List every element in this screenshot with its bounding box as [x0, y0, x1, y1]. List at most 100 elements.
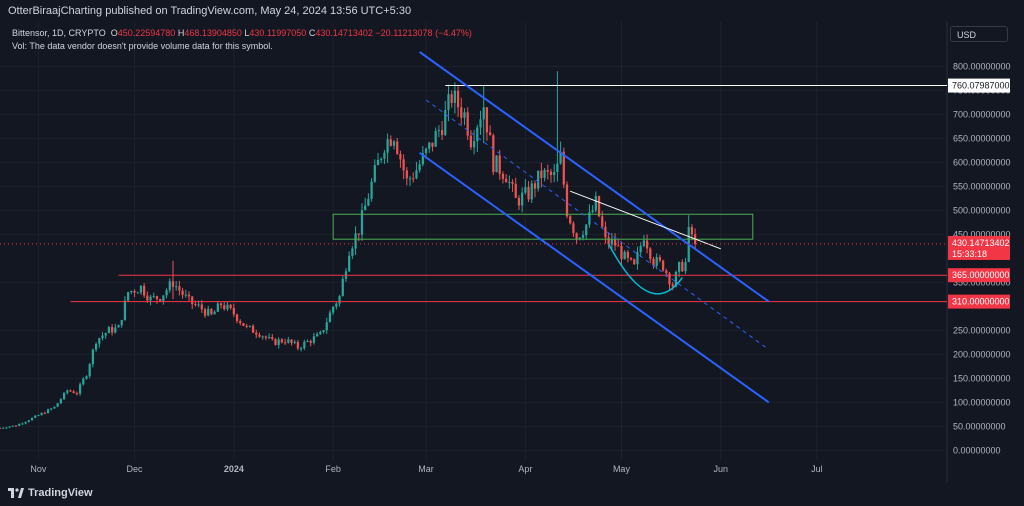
candle-body	[524, 187, 527, 193]
candle-body	[626, 251, 629, 258]
cup-pattern-curve[interactable]	[607, 243, 683, 295]
level-price-label: 310.00000000	[952, 297, 1010, 307]
candle-body	[293, 342, 296, 344]
candle-body	[559, 151, 562, 164]
candle-body	[8, 426, 11, 428]
candle-body	[110, 327, 114, 333]
candle-body	[226, 304, 229, 310]
candle-body	[418, 164, 421, 171]
candle-body	[392, 141, 396, 146]
candle-body	[495, 155, 498, 173]
candle-body	[594, 196, 597, 211]
candle-body	[274, 339, 277, 345]
candle-body	[601, 216, 604, 227]
candle-body	[139, 285, 143, 293]
candle-body	[508, 182, 511, 184]
last-price-tag	[948, 235, 1010, 260]
low-label: L	[244, 28, 250, 38]
candle-body	[351, 248, 354, 256]
candle-body	[652, 258, 655, 266]
candle-body	[43, 412, 46, 414]
candle-body	[402, 159, 405, 171]
candle-body	[553, 172, 556, 176]
candle-body	[681, 261, 684, 272]
candle-body	[219, 303, 223, 306]
candle-body	[56, 403, 59, 407]
candle-body	[690, 227, 694, 235]
candle-body	[40, 412, 43, 416]
candle-body	[485, 107, 489, 133]
channel-upper-line[interactable]	[419, 51, 770, 303]
candle-body	[636, 252, 639, 265]
candle-body	[671, 284, 674, 287]
symbol-label[interactable]: Bittensor, 1D, CRYPTO	[12, 28, 106, 38]
y-tick-label: 800.00000000	[953, 61, 1011, 71]
candle-body	[155, 296, 159, 300]
tradingview-logo[interactable]: TradingView	[8, 487, 93, 499]
candle-body	[316, 333, 319, 337]
candle-body	[581, 235, 585, 238]
candle-body	[21, 423, 24, 425]
candle-body	[232, 307, 235, 315]
resistance-trend-line[interactable]	[570, 190, 721, 250]
candle-body	[2, 427, 5, 429]
support-resistance-zone[interactable]	[332, 213, 754, 240]
candle-body	[431, 142, 434, 147]
candle-body	[469, 135, 473, 148]
candle-body	[322, 330, 325, 333]
candle-body	[120, 319, 123, 326]
candle-body	[537, 170, 540, 189]
candle-body	[239, 321, 242, 324]
candle-body	[165, 290, 168, 296]
y-tick-label: 100.00000000	[953, 397, 1011, 407]
candle-body	[30, 417, 34, 421]
channel-mid-line[interactable]	[425, 99, 770, 351]
candle-body	[187, 294, 191, 297]
x-tick-label: Mar	[418, 464, 434, 474]
open-label: O	[110, 28, 118, 38]
candle-body	[287, 339, 290, 343]
level-price-label: 760.07987000	[952, 81, 1010, 91]
candle-body	[248, 325, 251, 327]
candle-body	[434, 131, 437, 147]
last-price-label: 430.14713402	[952, 238, 1010, 248]
candle-body	[91, 349, 95, 365]
candle-body	[127, 292, 130, 301]
x-tick-label: Jul	[811, 464, 823, 474]
published-text: OtterBiraajCharting published on Trading…	[8, 5, 412, 17]
currency-button[interactable]: USD	[950, 26, 1008, 42]
bar-countdown-label: 15:33:18	[952, 249, 987, 259]
candle-body	[264, 336, 268, 338]
y-tick-label: 200.00000000	[953, 349, 1011, 359]
channel-lower-line[interactable]	[419, 151, 770, 404]
candle-body	[283, 342, 287, 344]
candle-body	[585, 224, 588, 236]
candle-body	[149, 296, 152, 301]
y-tick-label: 350.00000000	[953, 277, 1011, 287]
y-tick-label: 650.00000000	[953, 133, 1011, 143]
candle-body	[610, 239, 613, 245]
price-chart[interactable]: 800.00000000750.00000000700.00000000650.…	[0, 22, 1024, 482]
y-tick-label: 700.00000000	[953, 109, 1011, 119]
candle-body	[290, 339, 293, 343]
footer-brand: TradingView	[28, 487, 93, 499]
close-label: C	[308, 28, 316, 38]
ohlc-row: Bittensor, 1D, CRYPTO O450.22594780 H468…	[12, 27, 472, 40]
candle-body	[178, 286, 181, 291]
candle-body	[152, 296, 155, 298]
candle-body	[101, 335, 104, 339]
candle-body	[37, 415, 40, 417]
candle-body	[133, 290, 136, 293]
candle-body	[136, 292, 139, 294]
candle-body	[444, 110, 447, 136]
candle-body	[143, 285, 146, 296]
candle-body	[309, 340, 312, 343]
candle-body	[549, 171, 553, 176]
candle-body	[354, 233, 357, 249]
candle-body	[597, 196, 601, 217]
tradingview-logo-icon	[8, 488, 24, 498]
candle-body	[5, 427, 8, 429]
candle-body	[447, 94, 450, 111]
candle-body	[88, 364, 91, 377]
candle-body	[325, 322, 328, 331]
